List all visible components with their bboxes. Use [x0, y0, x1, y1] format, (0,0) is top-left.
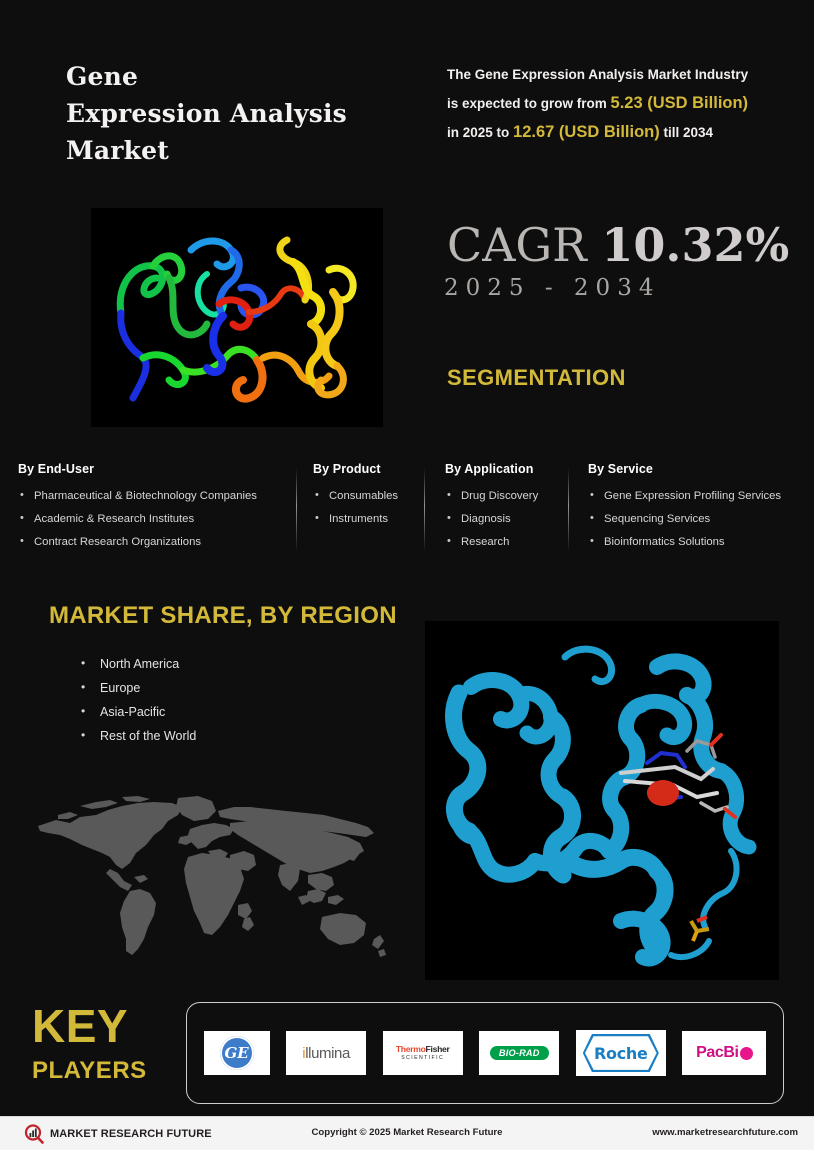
segmentation-column-product: By Product Consumables Instruments: [313, 462, 423, 531]
market-share-heading: MARKET SHARE, BY REGION: [49, 602, 397, 629]
column-title: By Product: [313, 462, 381, 476]
column-list: Pharmaceutical & Biotechnology Companies…: [18, 484, 294, 554]
page-title-line-2: Expression Analysis: [66, 99, 347, 128]
intro-line-3-prefix: in 2025 to: [447, 125, 514, 140]
intro-line-3-suffix: till 2034: [659, 125, 714, 140]
mrf-brand-name: MARKET RESEARCH FUTURE: [50, 1128, 212, 1140]
protein-ribbon-rainbow-image: [91, 208, 383, 427]
list-item: Gene Expression Profiling Services: [588, 484, 808, 508]
intro-line-2-prefix: is expected to grow from: [447, 96, 611, 111]
biorad-wordmark: BIO-RAD: [489, 1046, 549, 1060]
roche-logo[interactable]: Roche: [575, 1030, 666, 1076]
thermofisher-wordmark: ThermoFisher SCIENTIFIC: [396, 1045, 450, 1061]
page-title-line-3: Market: [66, 136, 170, 165]
protein-blue-svg: [425, 621, 779, 980]
cagr-block: CAGR 10.32%: [447, 218, 789, 272]
segmentation-heading: SEGMENTATION: [447, 365, 626, 390]
column-divider: [568, 468, 569, 552]
world-map-silhouette: [22, 793, 408, 968]
footer-copyright: Copyright © 2025 Market Research Future: [311, 1127, 503, 1138]
segmentation-column-application: By Application Drug Discovery Diagnosis …: [445, 462, 565, 554]
ge-monogram: GE: [219, 1036, 254, 1070]
magnifier-chart-icon: [24, 1124, 44, 1144]
biorad-logo[interactable]: BIO-RAD: [479, 1031, 560, 1075]
list-item: Academic & Research Institutes: [18, 507, 294, 531]
illumina-logo[interactable]: illumina: [286, 1031, 367, 1075]
value-2025: 5.23 (USD Billion): [610, 94, 749, 112]
key-players-line-2: PLAYERS: [32, 1057, 147, 1084]
thermofisher-logo[interactable]: ThermoFisher SCIENTIFIC: [382, 1031, 463, 1075]
cagr-years: 2025 - 2034: [444, 275, 661, 301]
column-list: Consumables Instruments: [313, 484, 423, 531]
segmentation-columns: By End-User Pharmaceutical & Biotechnolo…: [0, 462, 814, 558]
roche-hex-inner: [585, 1036, 657, 1070]
list-item: Consumables: [313, 484, 423, 508]
key-players-line-1: KEY: [32, 1000, 129, 1052]
region-list: North America Europe Asia-Pacific Rest o…: [78, 651, 196, 748]
protein-ribbon-myoglobin-image: [425, 621, 779, 980]
page-title-line-1: Gene: [66, 62, 139, 91]
column-title: By Service: [588, 462, 653, 476]
list-item: Sequencing Services: [588, 507, 808, 531]
column-list: Drug Discovery Diagnosis Research: [445, 484, 565, 554]
footer-website[interactable]: www.marketresearchfuture.com: [652, 1127, 798, 1138]
mrf-brand-logo: MARKET RESEARCH FUTURE: [24, 1124, 212, 1144]
list-item: Europe: [78, 675, 196, 700]
pacbio-logo[interactable]: PacBi: [682, 1031, 767, 1075]
key-players-logo-box: GE illumina ThermoFisher SCIENTIFIC BIO-…: [186, 1002, 784, 1104]
value-2034: 12.67 (USD Billion): [513, 123, 660, 141]
roche-wordmark: Roche: [594, 1043, 648, 1063]
protein-rainbow-svg: [91, 208, 383, 427]
illumina-wordmark: illumina: [302, 1044, 350, 1062]
segmentation-column-end-user: By End-User Pharmaceutical & Biotechnolo…: [18, 462, 294, 554]
cagr-value: 10.32%: [601, 218, 790, 272]
list-item: Asia-Pacific: [78, 699, 196, 724]
thermofisher-bottom: SCIENTIFIC: [401, 1054, 445, 1061]
ge-logo[interactable]: GE: [203, 1031, 270, 1075]
column-divider: [296, 468, 297, 552]
pacbio-wordmark: PacBi: [696, 1044, 753, 1062]
list-item: Rest of the World: [78, 723, 196, 748]
mrf-mark-svg: [24, 1124, 44, 1144]
list-item: Bioinformatics Solutions: [588, 530, 808, 554]
list-item: Instruments: [313, 507, 423, 531]
footer: MARKET RESEARCH FUTURE Copyright © 2025 …: [0, 1116, 814, 1150]
logo-row: GE illumina ThermoFisher SCIENTIFIC BIO-…: [187, 1003, 783, 1103]
list-item: Drug Discovery: [445, 484, 565, 508]
thermofisher-top: ThermoFisher: [395, 1044, 450, 1055]
page-title: Gene Expression Analysis Market: [66, 58, 396, 169]
pacbio-text: PacBi: [696, 1044, 739, 1061]
roche-hexagon: Roche: [582, 1034, 659, 1072]
pacbio-dot-icon: [739, 1046, 753, 1060]
list-item: Pharmaceutical & Biotechnology Companies: [18, 484, 294, 508]
list-item: Diagnosis: [445, 507, 565, 531]
intro-line-1: The Gene Expression Analysis Market Indu…: [447, 67, 749, 82]
segmentation-column-service: By Service Gene Expression Profiling Ser…: [588, 462, 808, 554]
list-item: North America: [78, 651, 196, 676]
column-list: Gene Expression Profiling Services Seque…: [588, 484, 808, 554]
list-item: Research: [445, 530, 565, 554]
cagr-label: CAGR: [447, 218, 587, 272]
key-players-heading: KEY PLAYERS: [32, 1002, 147, 1086]
column-divider: [424, 468, 425, 552]
market-intro-text: The Gene Expression Analysis Market Indu…: [447, 60, 799, 147]
world-map-svg: [38, 796, 386, 957]
column-title: By End-User: [18, 462, 95, 476]
list-item: Contract Research Organizations: [18, 530, 294, 554]
column-title: By Application: [445, 462, 534, 476]
